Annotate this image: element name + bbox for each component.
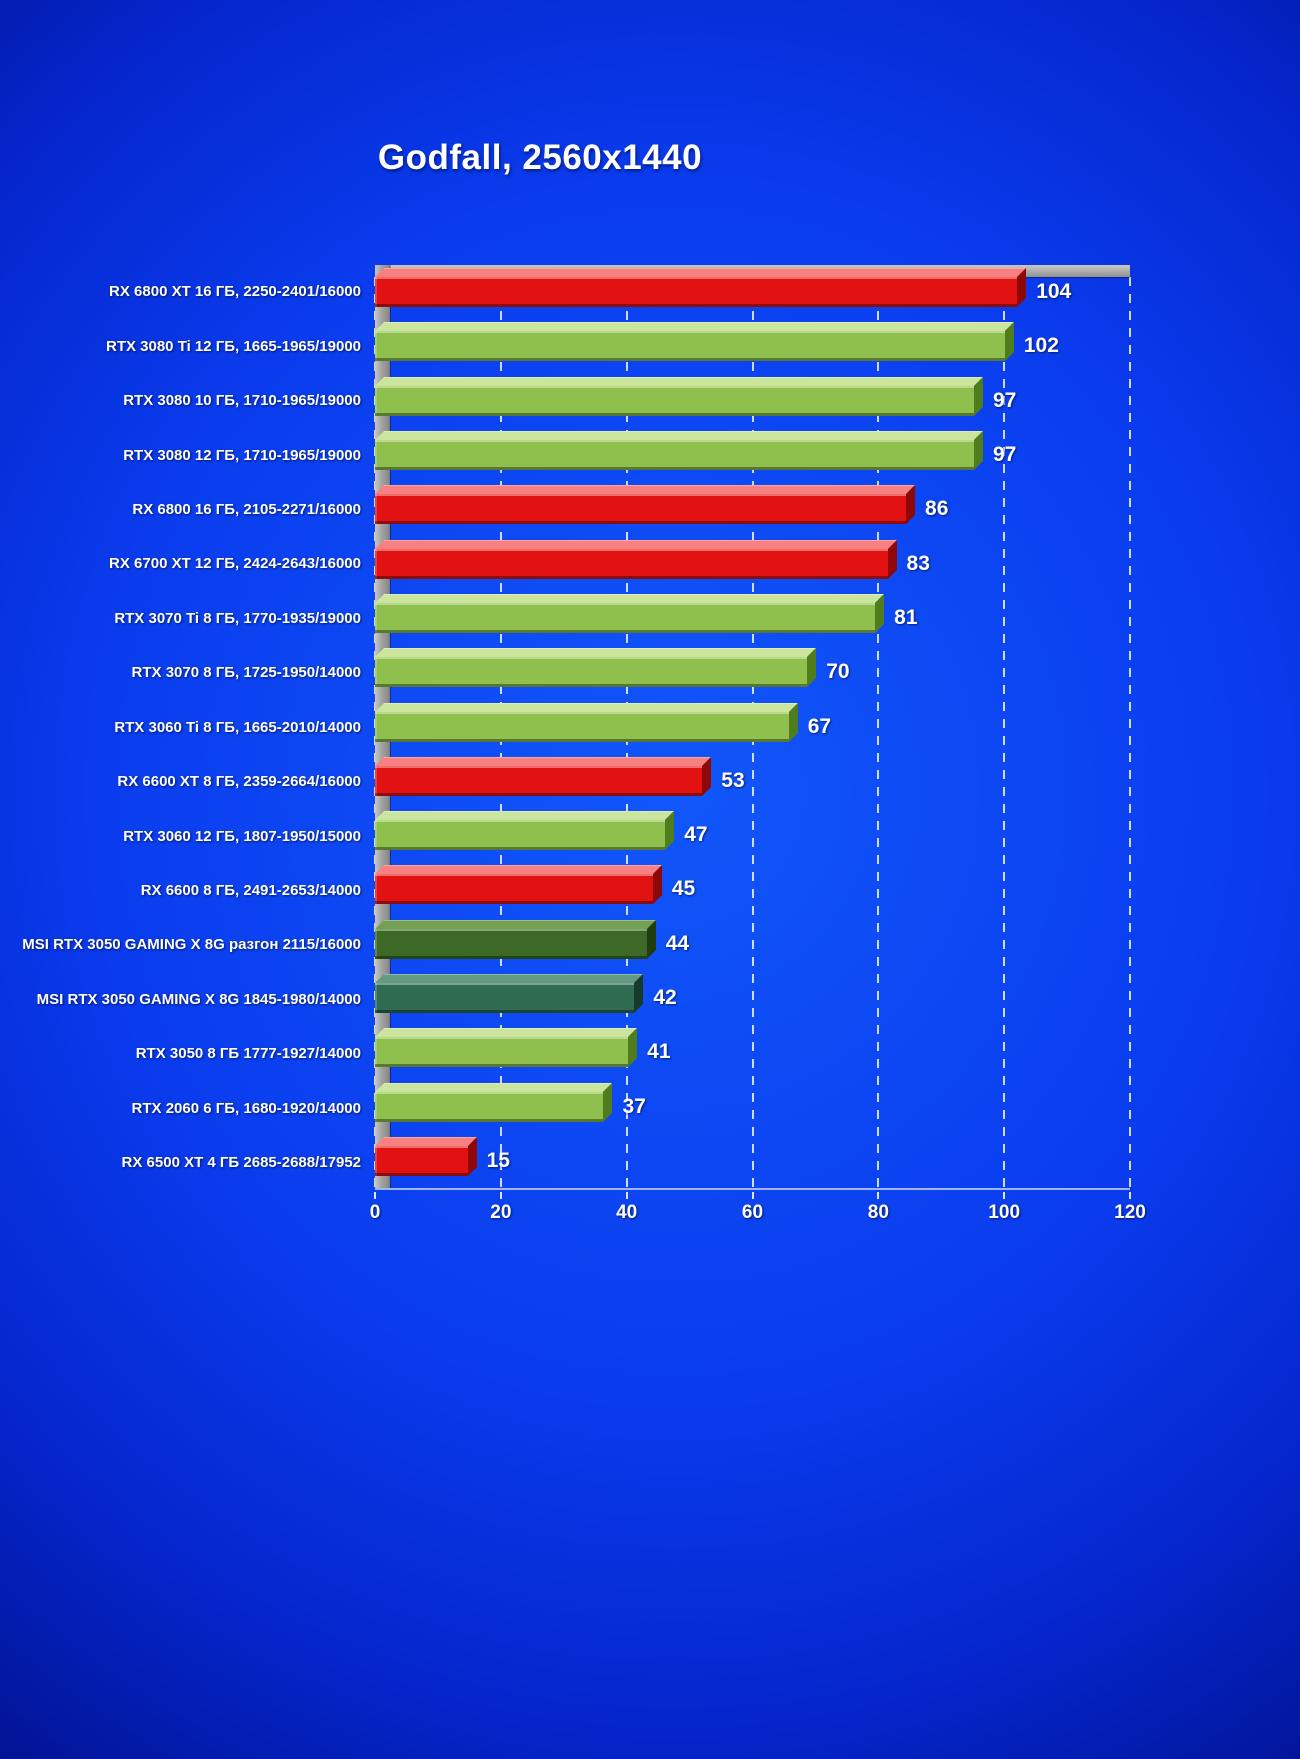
chart-title: Godfall, 2560x1440 bbox=[377, 138, 703, 177]
category-label: MSI RTX 3050 GAMING X 8G 1845-1980/14000 bbox=[36, 990, 361, 1008]
x-axis-tick bbox=[877, 1192, 880, 1199]
category-label: RX 6800 XT 16 ГБ, 2250-2401/16000 bbox=[109, 283, 361, 301]
category-label: RX 6800 16 ГБ, 2105-2271/16000 bbox=[132, 501, 361, 519]
bar bbox=[375, 1091, 604, 1122]
gridline bbox=[877, 277, 880, 1188]
category-label: RTX 2060 6 ГБ, 1680-1920/14000 bbox=[131, 1099, 361, 1117]
gridline bbox=[1003, 277, 1006, 1188]
bar-row: 97 bbox=[375, 374, 1130, 428]
bar-value-label: 53 bbox=[721, 768, 745, 792]
bar-row: 104 bbox=[375, 265, 1130, 319]
x-axis: 0 20 40 60 80 100 120 bbox=[370, 1192, 1146, 1232]
bar-value-label: 45 bbox=[671, 877, 696, 901]
bar bbox=[375, 440, 974, 471]
bar-value-label: 41 bbox=[647, 1040, 671, 1064]
category-label: RTX 3080 12 ГБ, 1710-1965/19000 bbox=[123, 446, 361, 464]
bar-row: 67 bbox=[375, 699, 1130, 753]
bar bbox=[375, 711, 789, 742]
bar bbox=[375, 983, 635, 1013]
x-axis-tick bbox=[1003, 1192, 1006, 1199]
bars-container: 104 102 97 97 86 83 81 70 67 53 47 45 44 42 41 37 15 bbox=[375, 265, 1130, 1188]
category-label: RTX 3080 10 ГБ, 1710-1965/19000 bbox=[123, 392, 361, 410]
bar-row: 45 bbox=[375, 862, 1130, 916]
bar-row: 41 bbox=[375, 1025, 1130, 1079]
x-axis-label: 120 bbox=[1114, 1202, 1146, 1223]
bar-value-label: 83 bbox=[906, 551, 930, 575]
bar bbox=[375, 928, 647, 959]
bar-value-label: 15 bbox=[486, 1148, 510, 1172]
bar bbox=[375, 1145, 468, 1176]
bar-value-label: 67 bbox=[807, 714, 832, 738]
bar-value-label: 97 bbox=[992, 388, 1017, 412]
bar-row: 53 bbox=[375, 754, 1130, 808]
plot-area: 104 102 97 97 86 83 81 70 67 53 47 45 44 42 41 37 15 bbox=[374, 265, 1131, 1190]
category-label: RTX 3060 12 ГБ, 1807-1950/15000 bbox=[123, 827, 361, 845]
bar-row: 47 bbox=[375, 808, 1130, 862]
category-label: MSI RTX 3050 GAMING X 8G разгон 2115/160… bbox=[22, 936, 361, 954]
bar-row: 37 bbox=[375, 1079, 1130, 1133]
bar-row: 97 bbox=[375, 428, 1130, 482]
bar bbox=[375, 874, 653, 905]
bar bbox=[375, 548, 888, 579]
bar bbox=[375, 1037, 629, 1068]
x-axis-label: 100 bbox=[988, 1202, 1021, 1223]
bar-row: 81 bbox=[375, 591, 1130, 645]
x-axis-label: 80 bbox=[867, 1202, 889, 1223]
bar-value-label: 47 bbox=[684, 823, 708, 847]
bar-value-label: 42 bbox=[653, 986, 677, 1009]
x-axis-tick bbox=[499, 1192, 502, 1199]
bar-row: 86 bbox=[375, 482, 1130, 536]
bar bbox=[375, 657, 808, 688]
category-label: RTX 3080 Ti 12 ГБ, 1665-1965/19000 bbox=[105, 337, 361, 355]
bar bbox=[375, 820, 666, 851]
category-labels: RX 6800 XT 16 ГБ, 2250-2401/16000 RTX 308… bbox=[20, 265, 375, 1190]
x-axis-label: 60 bbox=[741, 1202, 764, 1223]
category-label: RTX 3050 8 ГБ 1777-1927/14000 bbox=[135, 1045, 361, 1063]
bar-row: 102 bbox=[375, 319, 1130, 373]
x-axis-tick bbox=[751, 1192, 754, 1199]
bar-value-label: 102 bbox=[1023, 334, 1059, 358]
bar bbox=[375, 277, 1018, 308]
bar-value-label: 37 bbox=[622, 1094, 646, 1118]
x-axis-tick bbox=[374, 1192, 376, 1199]
category-label: RTX 3070 8 ГБ, 1725-1950/14000 bbox=[131, 664, 361, 682]
x-axis-tick bbox=[625, 1192, 628, 1199]
x-axis-tick bbox=[1129, 1192, 1131, 1199]
category-label: RTX 3070 Ti 8 ГБ, 1770-1935/19000 bbox=[114, 609, 361, 627]
bar bbox=[375, 494, 907, 525]
bar-value-label: 81 bbox=[894, 605, 918, 629]
bar-value-label: 70 bbox=[826, 660, 850, 684]
category-label: RX 6600 XT 8 ГБ, 2359-2664/16000 bbox=[117, 773, 361, 791]
x-axis-label: 0 bbox=[369, 1202, 381, 1223]
category-label: RX 6700 XT 12 ГБ, 2424-2643/16000 bbox=[109, 555, 361, 573]
x-axis-label: 20 bbox=[490, 1202, 512, 1223]
bar bbox=[375, 765, 703, 796]
bar-row: 15 bbox=[375, 1134, 1130, 1188]
category-label: RX 6500 XT 4 ГБ 2685-2688/17952 bbox=[121, 1153, 361, 1171]
x-axis-label: 40 bbox=[616, 1202, 638, 1223]
category-label: RX 6600 8 ГБ, 2491-2653/14000 bbox=[140, 881, 361, 899]
bar bbox=[375, 385, 974, 416]
bar-row: 44 bbox=[375, 917, 1130, 971]
bar-row: 70 bbox=[375, 645, 1130, 699]
bar-value-label: 104 bbox=[1036, 280, 1072, 304]
bar bbox=[375, 331, 1005, 362]
bar-value-label: 86 bbox=[925, 497, 949, 521]
bar bbox=[375, 602, 876, 633]
gridline bbox=[1129, 277, 1131, 1188]
bar-row: 83 bbox=[375, 536, 1130, 590]
bar-row: 42 bbox=[375, 971, 1130, 1025]
category-label: RTX 3060 Ti 8 ГБ, 1665-2010/14000 bbox=[114, 718, 361, 736]
bar-value-label: 44 bbox=[665, 931, 690, 955]
bar-value-label: 97 bbox=[992, 443, 1017, 467]
